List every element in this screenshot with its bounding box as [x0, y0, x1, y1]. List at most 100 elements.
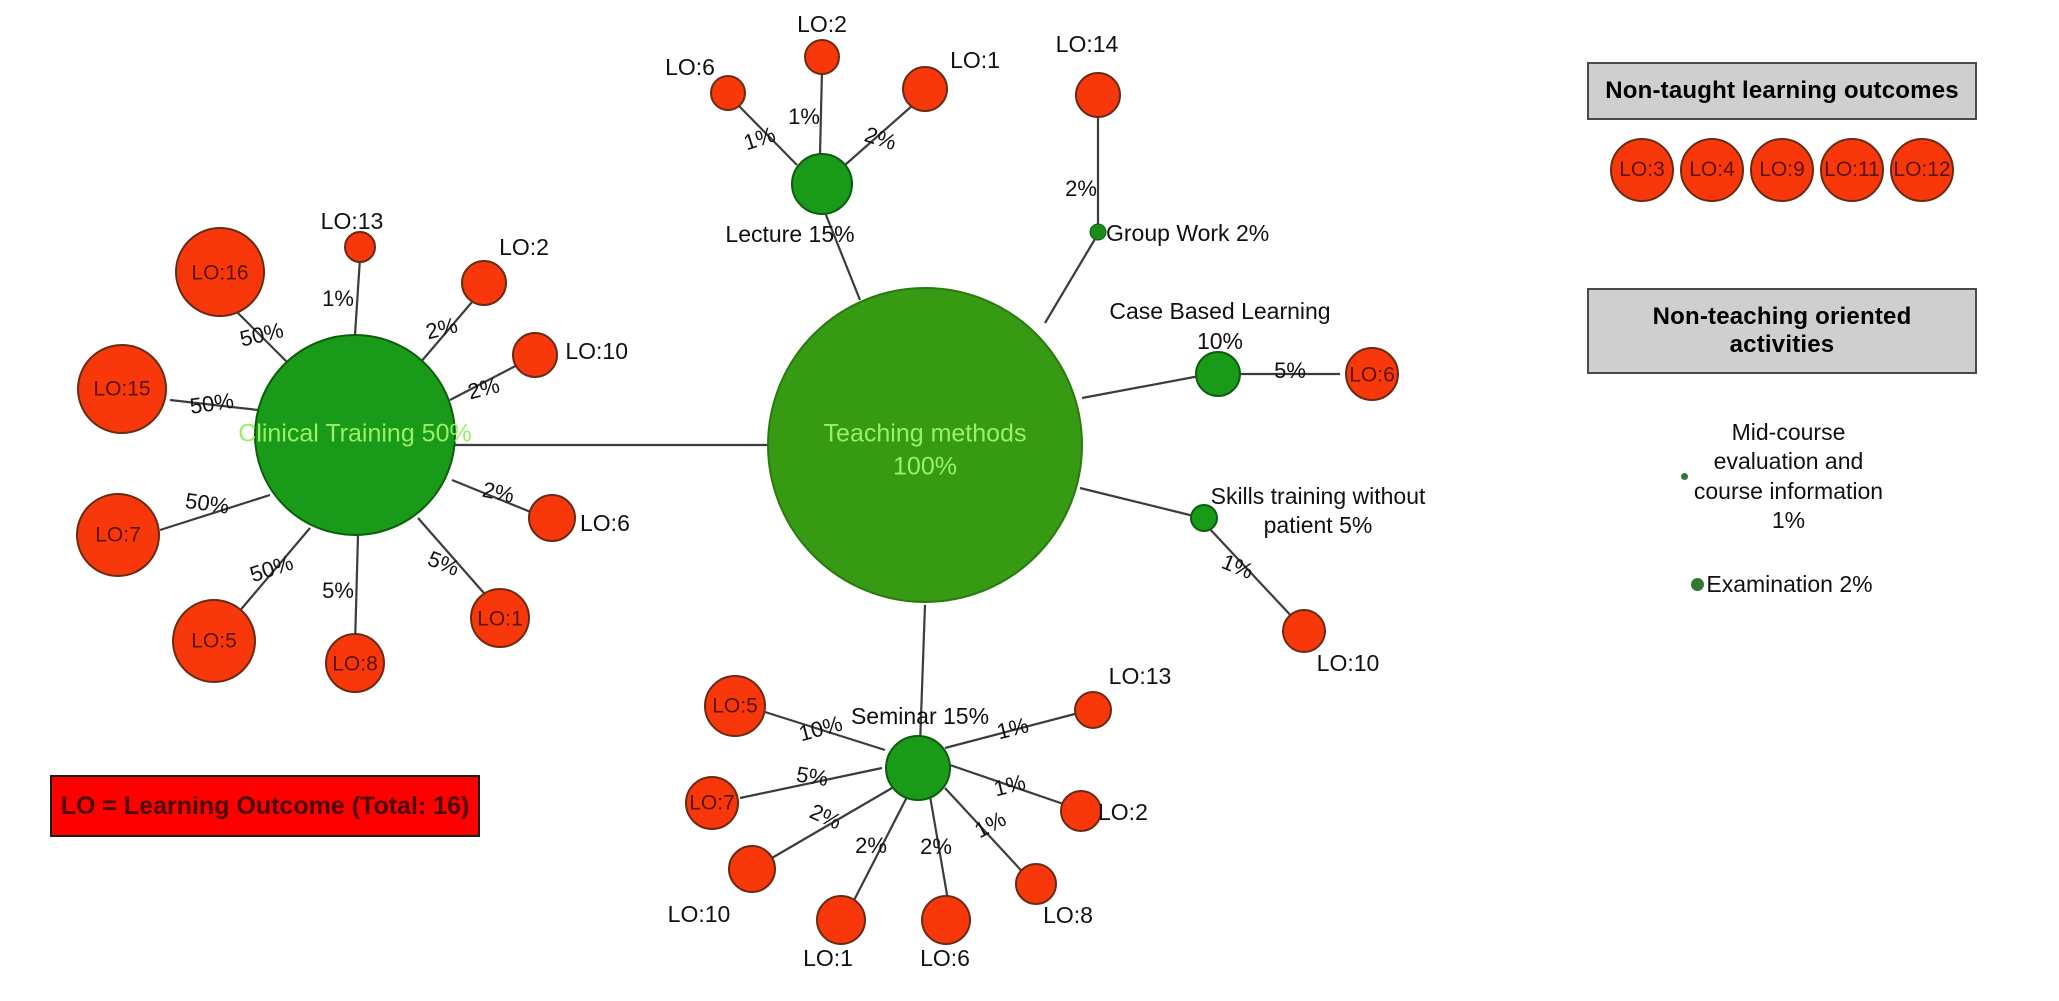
activity-examination-text: Examination 2% — [1706, 570, 1873, 597]
lo7-seminar-circle[interactable] — [685, 776, 739, 830]
node-lo10-seminar[interactable]: LO:10 — [668, 845, 776, 927]
lo13-seminar-label: LO:13 — [1109, 663, 1172, 689]
node-lo1-clinical[interactable]: LO:1 — [470, 588, 530, 648]
activity-dot-icon — [1691, 577, 1705, 591]
lo7-clinical-label: LO:7 — [95, 524, 141, 547]
teaching-methods-label-line1: Teaching methods — [824, 420, 1027, 448]
lo8-seminar-label: LO:8 — [1043, 902, 1093, 928]
lo14-label: LO:14 — [1056, 31, 1119, 57]
lo10-seminar-circle[interactable] — [728, 845, 776, 893]
node-lo1-lecture[interactable]: LO:1 — [902, 47, 1000, 112]
node-lo7-clinical[interactable]: LO:7 — [76, 493, 160, 577]
node-lo6-clinical[interactable]: LO:6 — [528, 494, 630, 542]
edge-skills-lo10 — [1207, 526, 1296, 621]
lo16-circle[interactable] — [175, 227, 265, 317]
lo10-skills-circle[interactable] — [1282, 609, 1326, 653]
activity-line1: Mid-course — [1731, 419, 1846, 445]
lo15-label: LO:15 — [93, 378, 150, 401]
node-lo13-clinical[interactable]: LO:13 — [321, 208, 384, 263]
edge-lecture-lo6 — [737, 104, 798, 166]
edge-seminar-lo2 — [949, 763, 1076, 810]
teaching-methods-circle[interactable] — [767, 287, 1083, 603]
non-taught-lo-chip[interactable]: LO:11 — [1820, 138, 1884, 202]
lo1-seminar-circle[interactable] — [816, 895, 866, 945]
activity-examination[interactable]: Examination 2% — [1587, 570, 1977, 599]
edge-pct-seminar-lo7: 5% — [795, 762, 830, 792]
edge-pct-lecture-lo2: 1% — [788, 104, 820, 129]
node-lo2-seminar[interactable]: LO:2 — [1060, 790, 1148, 832]
lecture-circle[interactable] — [791, 153, 853, 215]
lo1-clinical-circle[interactable] — [470, 588, 530, 648]
node-lo13-seminar[interactable]: LO:13 — [1074, 663, 1172, 729]
node-lo8-seminar[interactable]: LO:8 — [1015, 863, 1093, 928]
clinical-training-label: Clinical Training 50% — [238, 420, 471, 448]
lo5-seminar-label: LO:5 — [712, 695, 758, 718]
node-lo10-skills[interactable]: LO:10 — [1282, 609, 1379, 676]
node-skills-training[interactable]: Skills training without patient 5% — [1190, 483, 1426, 538]
lo6-lecture-circle[interactable] — [710, 75, 746, 111]
node-lo6-case-based[interactable]: LO:6 — [1345, 347, 1399, 401]
node-lo10-clinical[interactable]: LO:10 — [512, 332, 628, 378]
node-lo7-seminar[interactable]: LO:7 — [685, 776, 739, 830]
node-teaching-methods[interactable]: Teaching methods 100% — [767, 287, 1083, 603]
node-lo14-groupwork[interactable]: LO:14 — [1056, 31, 1121, 118]
panel-non-teaching-activities: Non-teaching oriented activities Mid-cou… — [1587, 288, 1977, 599]
panel-non-taught-body: LO:3 LO:4 LO:9 LO:11 LO:12 — [1587, 120, 1977, 202]
lo14-circle[interactable] — [1075, 72, 1121, 118]
node-lo16[interactable]: LO:16 — [175, 227, 265, 317]
non-taught-lo-row: LO:3 LO:4 LO:9 LO:11 LO:12 — [1587, 138, 1977, 202]
node-lo2-clinical[interactable]: LO:2 — [461, 234, 549, 306]
non-taught-lo-chip[interactable]: LO:9 — [1750, 138, 1814, 202]
seminar-circle[interactable] — [885, 735, 951, 801]
node-lo1-seminar[interactable]: LO:1 — [803, 895, 866, 971]
node-lo8-clinical[interactable]: LO:8 — [325, 633, 385, 693]
activity-line3: course information — [1693, 477, 1884, 504]
non-taught-lo-chip[interactable]: LO:4 — [1680, 138, 1744, 202]
node-lo15[interactable]: LO:15 — [77, 344, 167, 434]
lo6-clinical-circle[interactable] — [528, 494, 576, 542]
non-taught-lo-chip[interactable]: LO:3 — [1610, 138, 1674, 202]
node-lo6-seminar[interactable]: LO:6 — [920, 895, 971, 971]
node-seminar[interactable]: Seminar 15% — [851, 703, 989, 801]
activity-mid-course-evaluation[interactable]: Mid-course evaluation and course informa… — [1587, 418, 1977, 536]
group-work-circle[interactable] — [1089, 223, 1107, 241]
lo6-clinical-label: LO:6 — [580, 510, 630, 536]
node-lo6-lecture[interactable]: LO:6 — [665, 54, 746, 111]
lo5-seminar-circle[interactable] — [704, 675, 766, 737]
node-group-work[interactable]: Group Work 2% — [1089, 220, 1269, 246]
node-lecture[interactable]: Lecture 15% — [725, 153, 855, 247]
node-lo5-seminar[interactable]: LO:5 — [704, 675, 766, 737]
activity-line4: 1% — [1771, 507, 1806, 534]
lo8-seminar-circle[interactable] — [1015, 863, 1057, 905]
lo15-circle[interactable] — [77, 344, 167, 434]
edge-clinical-lo5 — [231, 527, 311, 621]
edge-pct-case-lo6: 5% — [1274, 358, 1306, 383]
lecture-edges — [737, 69, 914, 166]
lo6-case-circle[interactable] — [1345, 347, 1399, 401]
lo6-seminar-circle[interactable] — [921, 895, 971, 945]
edge-seminar-lo10 — [764, 787, 893, 863]
non-taught-lo-chip[interactable]: LO:12 — [1890, 138, 1954, 202]
lo2-clinical-circle[interactable] — [461, 260, 507, 306]
node-lo2-lecture[interactable]: LO:2 — [797, 11, 847, 75]
lo2-seminar-circle[interactable] — [1060, 790, 1102, 832]
lo8-clinical-circle[interactable] — [325, 633, 385, 693]
lo2-lecture-circle[interactable] — [804, 39, 840, 75]
lo10-clinical-circle[interactable] — [512, 332, 558, 378]
node-lo5-clinical[interactable]: LO:5 — [172, 599, 256, 683]
lo13-seminar-circle[interactable] — [1074, 691, 1112, 729]
edge-pct-lecture-lo6: 1% — [740, 122, 778, 156]
lo1-clinical-label: LO:1 — [477, 608, 523, 631]
lo5-clinical-circle[interactable] — [172, 599, 256, 683]
case-based-circle[interactable] — [1195, 351, 1241, 397]
lo1-lecture-circle[interactable] — [902, 66, 948, 112]
skills-training-circle[interactable] — [1190, 504, 1218, 532]
edge-pct-clinical-lo6: 2% — [480, 477, 516, 508]
panel-non-teaching-header: Non-teaching oriented activities — [1587, 288, 1977, 374]
lo7-clinical-circle[interactable] — [76, 493, 160, 577]
lo13-clinical-circle[interactable] — [344, 231, 376, 263]
node-case-based-learning[interactable]: Case Based Learning 10% — [1109, 298, 1331, 397]
clinical-training-circle[interactable] — [254, 334, 456, 536]
node-clinical-training[interactable]: Clinical Training 50% — [238, 334, 472, 536]
